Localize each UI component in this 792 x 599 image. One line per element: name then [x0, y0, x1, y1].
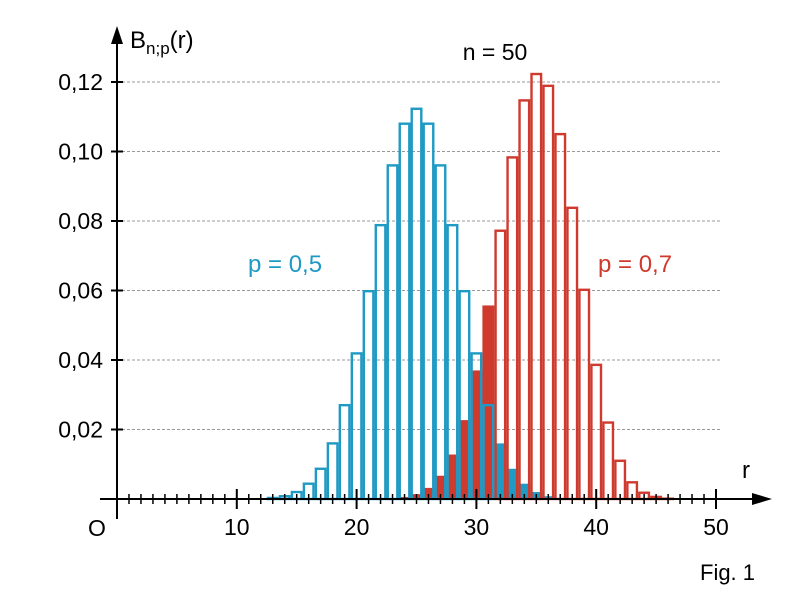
chart-title: n = 50 — [463, 39, 528, 65]
figure-caption: Fig. 1 — [700, 560, 755, 585]
bar-p05 — [338, 403, 351, 501]
y-tick-label: 0,12 — [58, 69, 103, 95]
bar-fill-p07 — [482, 305, 495, 499]
bar-p05 — [410, 107, 423, 501]
x-tick-label: 50 — [703, 514, 729, 540]
x-tick-label: 40 — [583, 514, 609, 540]
bar-p07 — [602, 421, 615, 501]
bar-fill-p07 — [470, 370, 483, 499]
bar-p07 — [614, 459, 627, 501]
bar-p07 — [554, 132, 567, 501]
x-tick-label: 10 — [224, 514, 250, 540]
bar-fill-p05 — [506, 468, 519, 499]
y-tick-label: 0,08 — [58, 208, 103, 234]
y-tick-label: 0,04 — [58, 347, 103, 373]
y-axis-arrow-icon — [111, 26, 123, 44]
bar-p05 — [362, 289, 375, 501]
legend-p07: p = 0,7 — [598, 251, 672, 278]
bar-p07 — [542, 84, 555, 501]
x-axis-label: r — [742, 457, 750, 484]
bar-p07 — [578, 288, 591, 501]
x-axis-arrow-icon — [752, 493, 772, 505]
bar-fill-p07 — [458, 420, 471, 499]
bar-fill-p07 — [434, 475, 447, 499]
bar-p07 — [590, 363, 603, 501]
bar-p05 — [350, 352, 363, 501]
y-tick-label: 0,02 — [58, 417, 103, 443]
bar-fill-p05 — [518, 483, 531, 499]
bar-p05 — [422, 122, 435, 501]
bar-p05 — [374, 223, 387, 501]
bar-p05 — [398, 122, 411, 501]
bar-p05 — [434, 164, 447, 501]
bar-p07 — [566, 206, 579, 501]
legend-p05: p = 0,5 — [248, 251, 322, 278]
bar-p07 — [506, 156, 519, 501]
bar-p07 — [530, 72, 543, 501]
bar-fill-p07 — [422, 487, 435, 499]
bar-fill-p07 — [446, 454, 459, 499]
y-axis-label: Bn;p(r) — [130, 27, 194, 58]
x-tick-label: 20 — [344, 514, 370, 540]
y-tick-label: 0,10 — [58, 139, 103, 165]
bar-p05 — [386, 164, 399, 501]
bar-fill-p05 — [494, 443, 507, 499]
y-tick-label: 0,06 — [58, 278, 103, 304]
bar-p07 — [518, 99, 531, 501]
x-tick-label: 30 — [464, 514, 490, 540]
bar-p05 — [326, 442, 339, 501]
origin-label: O — [88, 515, 106, 541]
